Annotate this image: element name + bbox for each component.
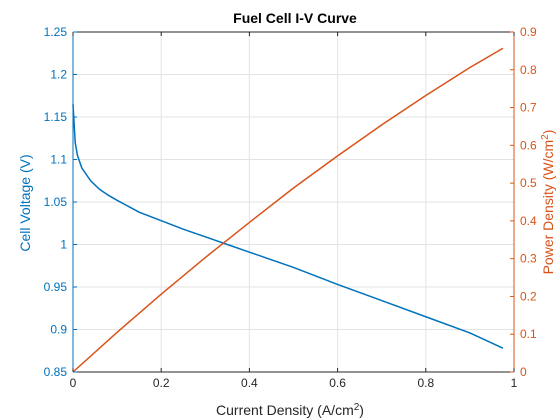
y-left-tick-label: 1.15 <box>44 110 68 124</box>
y-left-tick-label: 0.85 <box>44 365 68 379</box>
y-left-tick-label: 1 <box>60 238 67 252</box>
series-layer <box>72 47 504 373</box>
x-tick-label: 0.8 <box>417 376 434 390</box>
y-left-axis-label: Cell Voltage (V) <box>17 154 33 251</box>
x-axis-label-tail: ) <box>359 402 364 418</box>
y-left-tick-label: 1.25 <box>44 25 68 39</box>
x-tick-label: 0.2 <box>153 376 170 390</box>
ticks: 0 0.2 0.4 0.6 0.8 1 0.85 0.9 0.95 1 1.05 1.1 1.15 1.2… <box>44 25 537 390</box>
y-right-tick-label: 0.3 <box>520 252 537 266</box>
y-right-tick-label: 0.7 <box>520 101 537 115</box>
x-tick-label: 0.6 <box>329 376 346 390</box>
y-right-tick-label: 0.5 <box>520 176 537 190</box>
x-tick-label: 1 <box>511 376 518 390</box>
x-axis-label: Current Density (A/cm2) <box>216 402 364 418</box>
x-tick-label: 0.4 <box>241 376 258 390</box>
y-right-axis-label: Power Density (W/cm2) <box>540 130 556 275</box>
x-axis-label-sup: 2 <box>354 402 360 413</box>
y-right-tick-label: 0.8 <box>520 63 537 77</box>
y-right-tick-label: 0.1 <box>520 327 537 341</box>
chart-title: Fuel Cell I-V Curve <box>233 10 357 26</box>
y-left-tick-label: 0.9 <box>50 323 67 337</box>
y-right-tick-label: 0 <box>520 365 527 379</box>
y-right-tick-label: 0.9 <box>520 25 537 39</box>
cell-voltage-line <box>72 104 504 349</box>
y-right-tick-label: 0.4 <box>520 214 537 228</box>
x-tick-label: 0 <box>70 376 77 390</box>
y-right-axis-label-main: Power Density (W/cm <box>540 140 556 275</box>
y-left-tick-label: 1.2 <box>50 68 67 82</box>
y-right-axis-label-tail: ) <box>540 130 556 135</box>
y-left-tick-label: 1.05 <box>44 195 68 209</box>
x-axis-label-main: Current Density (A/cm <box>216 402 354 418</box>
y-left-tick-label: 0.95 <box>44 280 68 294</box>
grid <box>72 31 515 373</box>
power-density-line <box>72 47 504 373</box>
y-right-tick-label: 0.6 <box>520 138 537 152</box>
y-right-tick-label: 0.2 <box>520 289 537 303</box>
y-left-tick-label: 1.1 <box>50 153 67 167</box>
y-right-axis-label-sup: 2 <box>540 134 551 140</box>
